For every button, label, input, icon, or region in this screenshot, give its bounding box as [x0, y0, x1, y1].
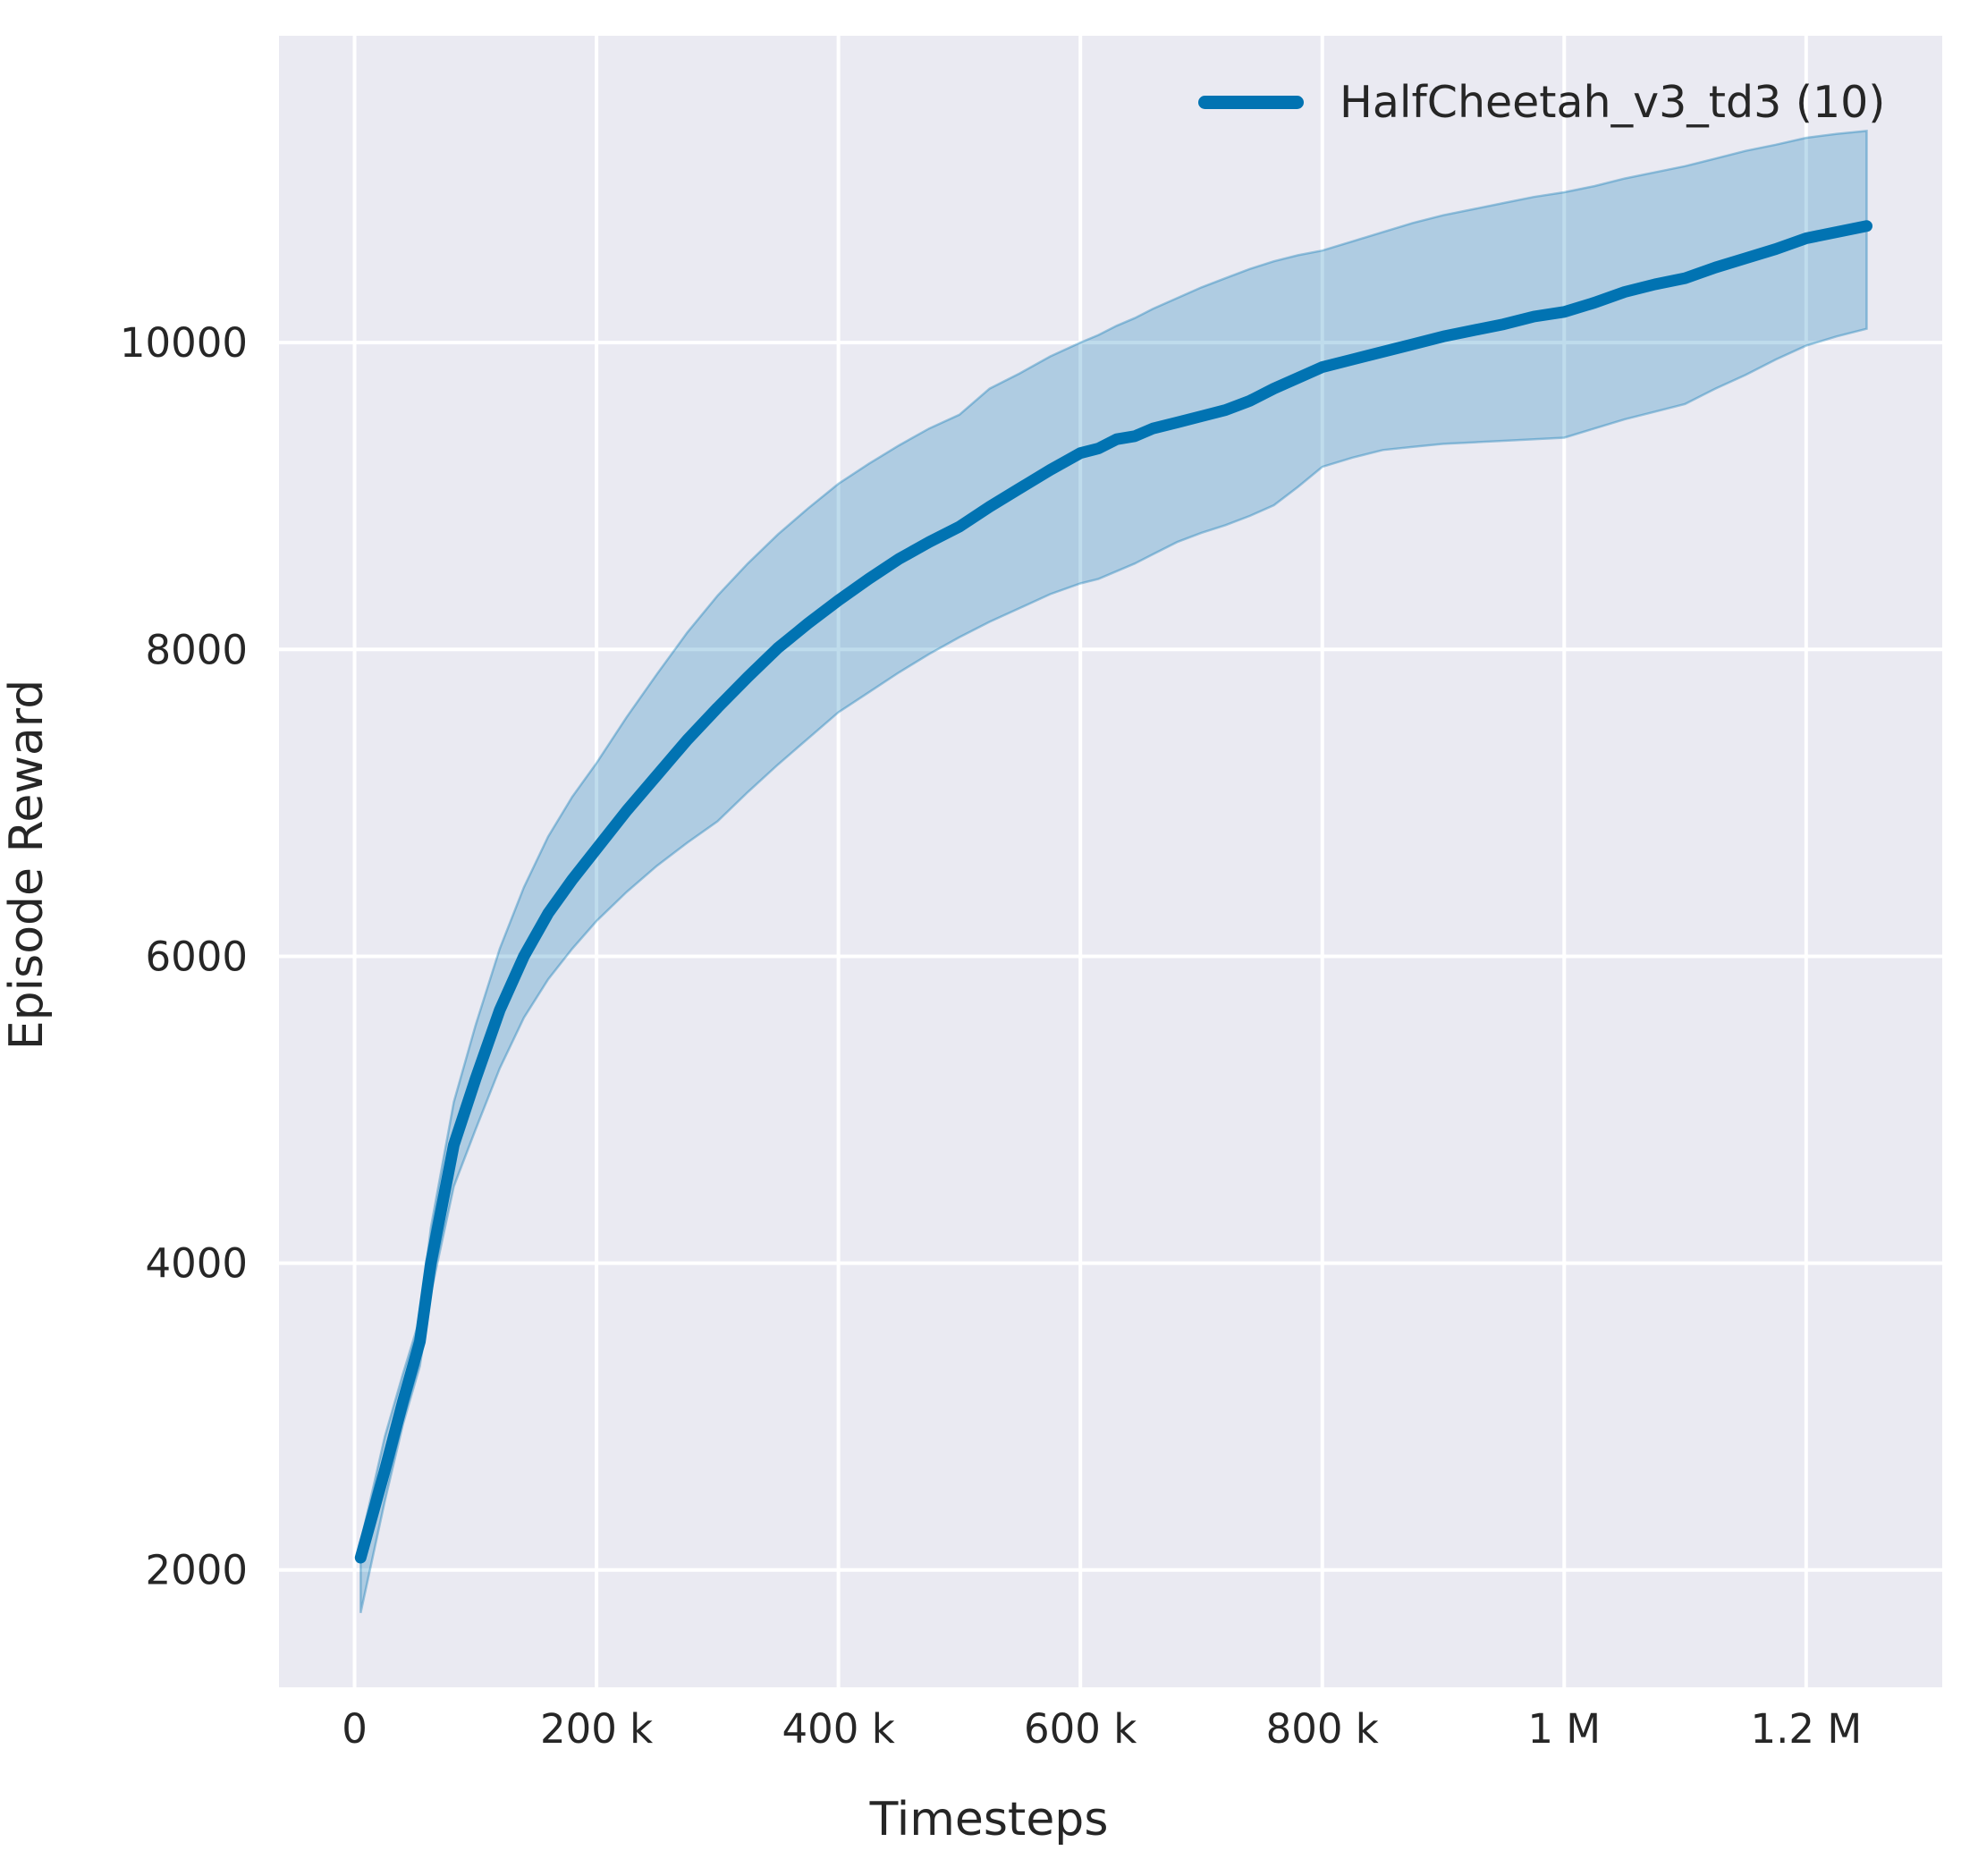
x-tick-label: 1.2 M [1750, 1705, 1862, 1753]
x-tick-label: 600 k [1024, 1705, 1137, 1753]
confidence-band [359, 130, 1868, 1614]
plot-area [279, 36, 1942, 1687]
legend: HalfCheetah_v3_td3 (10) [1198, 77, 1885, 128]
y-axis-label: Episode Reward [0, 679, 54, 1051]
gridlines [279, 36, 1942, 1687]
legend-line-swatch [1198, 96, 1304, 109]
x-tick-label: 200 k [540, 1705, 653, 1753]
confidence-band-layer [359, 130, 1868, 1614]
x-tick-label: 800 k [1266, 1705, 1379, 1753]
y-tick-label: 2000 [145, 1547, 248, 1594]
x-tick-labels: 0 200 k 400 k 600 k 800 k 1 M 1.2 M [342, 1705, 1862, 1753]
x-tick-label: 0 [342, 1705, 368, 1753]
y-tick-label: 4000 [145, 1240, 248, 1288]
x-tick-label: 1 M [1527, 1705, 1601, 1753]
x-tick-label: 400 k [782, 1705, 895, 1753]
series-line-layer [354, 220, 1872, 1564]
x-axis-label: Timesteps [869, 1793, 1109, 1846]
y-tick-labels: 2000 4000 6000 8000 10000 [120, 319, 248, 1594]
series-mean-line [354, 220, 1872, 1564]
y-tick-label: 10000 [120, 319, 248, 367]
y-tick-label: 6000 [145, 933, 248, 980]
y-tick-label: 8000 [145, 626, 248, 673]
legend-label: HalfCheetah_v3_td3 (10) [1340, 77, 1886, 128]
